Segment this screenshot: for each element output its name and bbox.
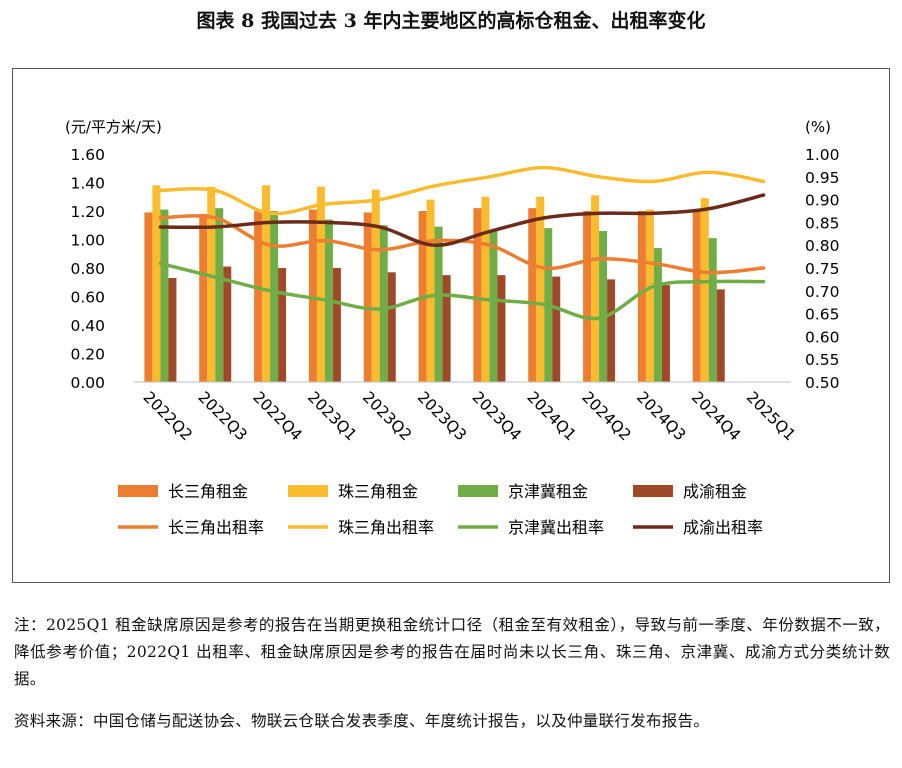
right-tick-label: 0.60	[805, 328, 840, 346]
bar-成渝租金	[278, 268, 287, 382]
legend-swatch	[288, 485, 328, 497]
bar-成渝租金	[497, 275, 506, 382]
legend-label: 成渝出租率	[683, 518, 763, 537]
x-tick-label: 2024Q3	[633, 388, 689, 444]
bar-长三角租金	[308, 209, 317, 382]
right-tick-label: 1.00	[805, 146, 840, 164]
right-tick-label: 0.65	[805, 306, 840, 324]
x-tick-label: 2024Q1	[523, 388, 579, 444]
bar-京津冀租金	[379, 225, 388, 382]
left-axis-label: (元/平方米/天)	[65, 118, 162, 136]
bar-珠三角租金	[152, 185, 161, 382]
right-tick-label: 0.85	[805, 214, 840, 232]
bar-京津冀租金	[653, 248, 662, 382]
bar-长三角租金	[363, 212, 372, 382]
bar-长三角租金	[528, 208, 537, 382]
left-tick-label: 0.20	[70, 346, 105, 364]
bar-长三角租金	[583, 211, 592, 382]
x-tick-label: 2025Q1	[743, 388, 799, 444]
legend-label: 长三角出租率	[168, 518, 264, 537]
bar-成渝租金	[332, 268, 341, 382]
bar-珠三角租金	[371, 189, 380, 382]
legend-label: 京津冀出租率	[508, 518, 604, 537]
legend-label: 成渝租金	[683, 482, 747, 501]
left-tick-label: 1.60	[70, 146, 105, 164]
bar-长三角租金	[144, 212, 153, 382]
x-tick-label: 2023Q3	[414, 388, 470, 444]
bar-珠三角租金	[645, 209, 654, 382]
chart-title: 图表 8 我国过去 3 年内主要地区的高标仓租金、出租率变化	[196, 10, 706, 32]
right-tick-label: 0.90	[805, 192, 840, 210]
bar-成渝租金	[661, 285, 670, 382]
chart-frame: (元/平方米/天) (%) 0.00 0.20 0.40 0.60 0.80 1.00 1.20…	[12, 68, 890, 583]
x-tick-label: 2022Q2	[140, 388, 196, 444]
bar-长三角租金	[254, 211, 263, 382]
right-tick-label: 0.50	[805, 374, 840, 392]
bar-长三角租金	[637, 211, 646, 382]
line-成渝出租率	[158, 193, 766, 247]
chart-note: 注：2025Q1 租金缺席原因是参考的报告在当期更换租金统计口径（租金至有效租金…	[14, 616, 890, 688]
x-tick-label: 2022Q3	[194, 388, 250, 444]
bar-长三角租金	[473, 208, 482, 382]
x-tick-label: 2023Q4	[469, 388, 525, 444]
bar-珠三角租金	[700, 198, 709, 382]
left-tick-label: 1.40	[70, 175, 105, 193]
left-tick-label: 1.00	[70, 232, 105, 250]
bar-珠三角租金	[262, 185, 271, 382]
x-tick-label: 2023Q1	[304, 388, 360, 444]
legend-label: 珠三角出租率	[338, 518, 434, 537]
bar-珠三角租金	[536, 196, 545, 382]
legend-label: 珠三角租金	[338, 482, 418, 501]
bar-珠三角租金	[207, 186, 216, 382]
right-tick-label: 0.70	[805, 283, 840, 301]
right-tick-label: 0.75	[805, 260, 840, 278]
left-tick-label: 0.00	[70, 374, 105, 392]
legend-swatch	[633, 485, 673, 497]
bar-珠三角租金	[426, 199, 435, 382]
bar-珠三角租金	[316, 186, 325, 382]
left-tick-label: 0.80	[70, 260, 105, 278]
bar-京津冀租金	[434, 226, 443, 382]
x-tick-label: 2024Q4	[688, 388, 744, 444]
bar-成渝租金	[716, 289, 725, 382]
left-tick-label: 1.20	[70, 203, 105, 221]
right-tick-label: 0.95	[805, 169, 840, 187]
bar-珠三角租金	[591, 195, 600, 382]
bar-京津冀租金	[708, 238, 717, 382]
right-axis-label: (%)	[805, 118, 831, 136]
right-tick-label: 0.55	[805, 351, 840, 369]
bar-京津冀租金	[215, 208, 224, 382]
bar-成渝租金	[223, 266, 232, 382]
bar-长三角租金	[199, 213, 208, 382]
bar-京津冀租金	[270, 211, 279, 382]
bar-京津冀租金	[489, 229, 498, 382]
bar-京津冀租金	[160, 209, 169, 382]
bar-成渝租金	[607, 279, 616, 382]
line-京津冀出租率	[158, 261, 766, 321]
chart-svg: (元/平方米/天) (%) 0.00 0.20 0.40 0.60 0.80 1.00 1.20…	[65, 118, 840, 537]
bar-珠三角租金	[481, 196, 490, 382]
legend-label: 长三角租金	[168, 482, 248, 501]
right-tick-label: 0.80	[805, 237, 840, 255]
line-珠三角出租率	[158, 165, 766, 216]
bar-成渝租金	[442, 275, 451, 382]
bar-成渝租金	[552, 276, 561, 382]
x-tick-label: 2022Q4	[249, 388, 305, 444]
bar-京津冀租金	[599, 230, 608, 382]
bar-长三角租金	[692, 209, 701, 382]
x-tick-label: 2023Q2	[359, 388, 415, 444]
left-tick-label: 0.60	[70, 289, 105, 307]
legend-swatch	[118, 485, 158, 497]
left-tick-label: 0.40	[70, 317, 105, 335]
bar-成渝租金	[387, 272, 396, 382]
x-tick-label: 2024Q2	[578, 388, 634, 444]
chart-source: 资料来源：中国仓储与配送协会、物联云仓联合发表季度、年度统计报告，以及仲量联行发…	[14, 712, 710, 730]
bar-成渝租金	[168, 277, 177, 382]
legend-label: 京津冀租金	[508, 482, 588, 501]
legend-swatch	[458, 485, 498, 497]
